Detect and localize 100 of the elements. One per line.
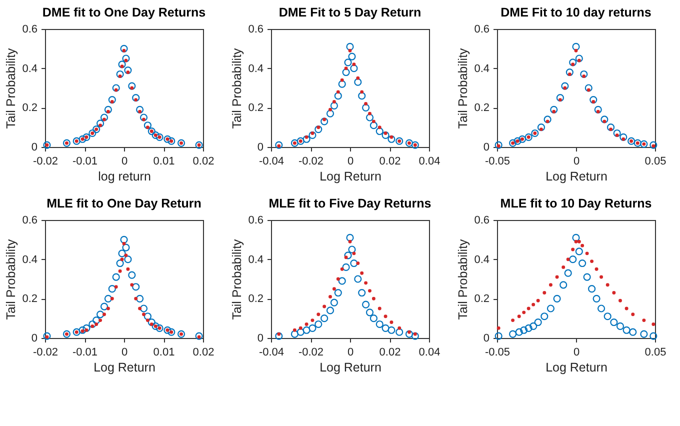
point [334,288,342,297]
point [597,304,606,312]
x-tick-label: -0.02 [298,346,324,358]
x-axis-title: Log Return [320,170,382,184]
x-tick-label: 0.05 [644,156,666,168]
point [368,112,372,116]
y-tick-label: 0 [31,332,38,344]
point [140,114,148,122]
point [62,330,71,338]
point [388,326,396,334]
x-tick-label: -0.02 [32,156,58,168]
x-tick-label: -0.01 [72,156,98,168]
point [520,326,528,334]
x-tick-label: 0 [573,346,580,358]
y-tick-label: 0 [483,332,490,344]
y-tick-label: 0.2 [474,102,490,114]
x-axis-title: Log Return [546,170,608,184]
y-tick-label: 0 [257,142,264,154]
x-tick-label: 0.01 [153,156,175,168]
point [275,141,283,149]
point [120,258,124,262]
point [128,82,136,90]
point [382,131,390,139]
point [350,259,358,268]
point [106,306,110,310]
point [376,127,384,136]
point [92,316,100,324]
x-tick-label: 0.05 [644,346,666,358]
point [555,275,559,279]
point [320,314,328,322]
point [316,312,320,316]
point [100,302,108,310]
point [360,271,364,275]
point [136,106,144,114]
point [530,322,538,330]
point [120,44,128,52]
x-tick-label: 0.02 [192,156,214,168]
point [114,285,118,289]
point [354,275,362,283]
point [378,126,382,130]
point [583,273,591,281]
chart-title: DME fit to One Day Returns [42,6,206,20]
point [116,70,124,78]
y-tick-label: 0.6 [474,214,490,226]
point [322,304,326,308]
x-axis-title: Log Return [546,360,608,374]
point [142,312,146,316]
point [342,68,350,76]
point [122,54,130,62]
point [517,314,521,318]
point [88,320,96,328]
y-tick-label: 0.4 [474,62,490,75]
point [575,54,583,62]
point [338,277,346,285]
x-tick-label: 0 [347,346,354,358]
point [130,283,134,287]
x-tick-label: -0.05 [484,156,510,168]
point [584,84,592,92]
point [116,259,124,268]
point [132,94,140,102]
point [366,308,374,316]
point [542,291,546,294]
point [537,124,546,132]
point [556,94,564,102]
y-axis-title: Tail Probability [456,47,470,129]
point [346,42,354,50]
x-tick-label: 0.02 [379,156,401,168]
point [118,60,126,68]
point [524,324,532,332]
point [546,304,555,312]
point [372,120,376,124]
point [560,281,568,289]
y-tick-label: 0.6 [474,24,490,36]
point [526,306,530,310]
y-tick-label: 0.4 [248,62,264,75]
point [304,322,308,326]
point [364,281,368,285]
point [590,260,594,264]
point [362,300,370,308]
point [348,240,352,244]
point [390,320,394,324]
point [132,283,140,291]
point [177,139,186,147]
point [572,42,580,50]
point [600,275,604,279]
point [366,114,374,122]
point [629,328,637,336]
point [124,256,132,264]
y-axis-title: Tail Probability [4,238,18,320]
x-tick-label: -0.04 [258,156,284,168]
y-tick-label: 0.2 [474,293,490,306]
point [631,312,635,316]
x-tick-label: -0.01 [72,346,98,358]
point [148,318,156,326]
point [340,267,344,271]
point [350,64,358,72]
point [548,283,552,287]
point [94,322,98,326]
point [330,102,338,110]
point [177,330,186,338]
